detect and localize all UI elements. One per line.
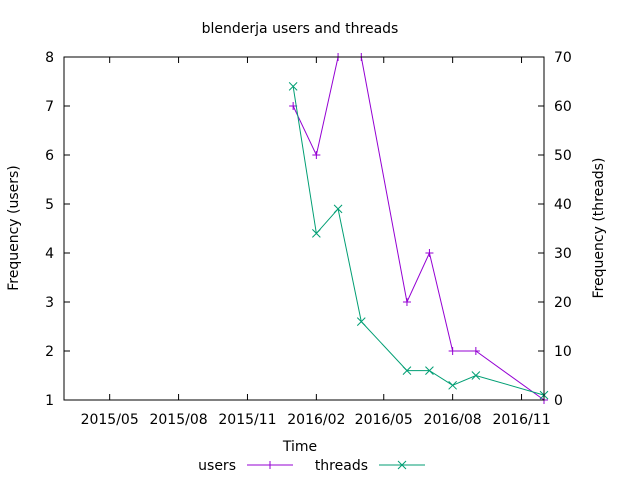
x-tick-label: 2015/11 (218, 412, 276, 428)
data-point-threads (333, 204, 343, 214)
plot-frame (63, 56, 545, 401)
x-tick-label: 2016/08 (424, 412, 482, 428)
y-right-tick-label: 30 (554, 246, 572, 262)
y-axis-right-label: Frequency (threads) (591, 158, 607, 299)
data-point-users (425, 249, 434, 257)
data-point-users (448, 347, 457, 355)
y-right-tick-label: 10 (554, 344, 572, 360)
x-tick-label: 2016/05 (355, 412, 413, 428)
y-right-tick-label: 60 (554, 99, 572, 115)
x-tick-label: 2016/11 (492, 412, 550, 428)
legend-marker-users (266, 461, 274, 469)
series-line-threads (292, 86, 545, 396)
series-line-users (292, 56, 545, 401)
data-point-users (471, 347, 480, 355)
y-left-tick-label: 4 (45, 246, 54, 262)
y-right-tick-label: 50 (554, 148, 572, 164)
data-point-threads (471, 371, 481, 380)
y-right-tick-label: 40 (554, 197, 572, 213)
data-point-threads (312, 229, 321, 238)
y-right-tick-label: 0 (554, 393, 563, 409)
y-left-tick-label: 1 (45, 393, 54, 409)
y-left-tick-label: 8 (45, 50, 54, 66)
data-point-threads (288, 82, 298, 91)
y-left-tick-label: 7 (45, 99, 54, 115)
legend: users threads (198, 458, 425, 474)
y-left-tick-label: 6 (45, 148, 54, 164)
y-left-tick-label: 5 (45, 197, 54, 213)
legend-marker-threads (397, 460, 407, 470)
data-point-threads (448, 380, 457, 390)
axis-ticks-group: 1 2 3 4 5 6 7 8 0 10 20 30 40 50 60 70 2015/05 2015/08 201… (45, 50, 572, 428)
x-tick-label: 2015/08 (149, 412, 207, 428)
x-tick-label: 2016/02 (287, 412, 345, 428)
y-right-tick-label: 20 (554, 295, 572, 311)
data-point-threads (402, 366, 412, 375)
data-point-threads (356, 317, 366, 326)
data-point-users (312, 151, 321, 159)
series-group (288, 53, 549, 404)
chart-title: blenderja users and threads (202, 21, 399, 37)
data-point-threads (425, 366, 434, 375)
y-right-tick-label: 70 (554, 50, 572, 66)
legend-label-users: users (198, 458, 236, 474)
y-left-tick-label: 2 (45, 344, 54, 360)
y-left-tick-label: 3 (45, 295, 54, 311)
x-tick-label: 2015/05 (81, 412, 139, 428)
data-point-users (402, 298, 411, 306)
y-axis-left-label: Frequency (users) (6, 165, 22, 291)
x-axis-label: Time (282, 439, 317, 455)
legend-label-threads: threads (315, 458, 368, 474)
